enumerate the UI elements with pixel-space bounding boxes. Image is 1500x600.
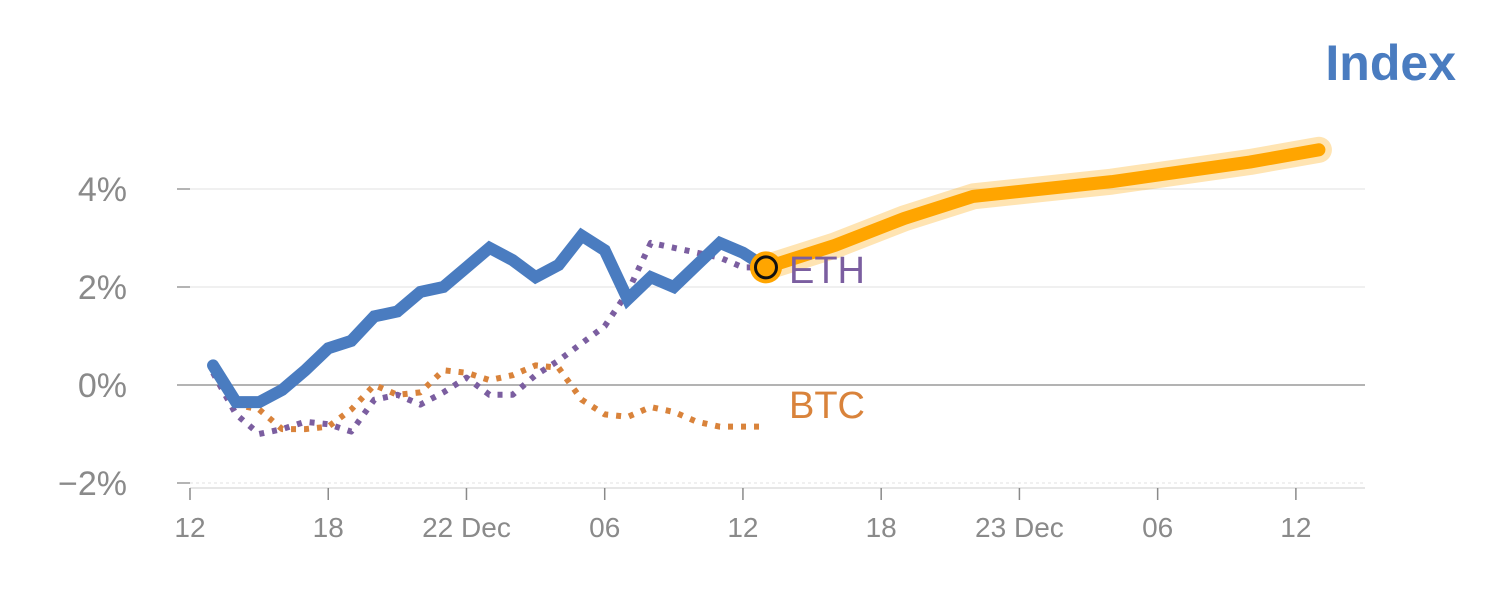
- eth-line: [210, 239, 766, 437]
- x-tick-label: 18: [313, 512, 344, 543]
- projection-line: [759, 143, 1326, 274]
- series-lines: [207, 136, 1332, 437]
- x-tick-label: 18: [866, 512, 897, 543]
- x-tick-label: 23 Dec: [975, 512, 1064, 543]
- axes: 4% 2% 0% −2% 12 18 22 Dec 06 12 18 23 Dec 06 12: [58, 171, 1365, 543]
- x-tick-label: 12: [1280, 512, 1311, 543]
- legend-title: Index: [1325, 35, 1456, 91]
- y-tick-label: 0%: [78, 367, 127, 405]
- x-tick-label: 06: [589, 512, 620, 543]
- y-tick-label: 2%: [78, 269, 127, 307]
- y-tick-label: 4%: [78, 171, 127, 209]
- x-tick-label: 12: [174, 512, 205, 543]
- btc-label: BTC: [789, 385, 865, 427]
- index-line: [207, 227, 772, 409]
- btc-line: [210, 362, 766, 433]
- x-tick-label: 06: [1142, 512, 1173, 543]
- eth-label: ETH: [789, 250, 865, 292]
- marker-point: [753, 255, 778, 280]
- y-tick-label: −2%: [58, 465, 127, 503]
- grid: [190, 188, 1365, 484]
- x-tick-label: 12: [727, 512, 758, 543]
- x-tick-label: 22 Dec: [422, 512, 511, 543]
- series-labels: ETH BTC: [789, 250, 865, 427]
